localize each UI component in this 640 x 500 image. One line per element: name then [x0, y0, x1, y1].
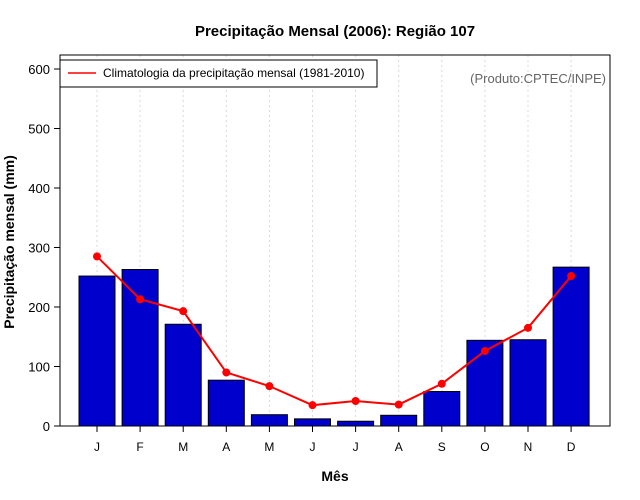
- y-tick-label: 500: [28, 122, 50, 137]
- climatology-line-group: [93, 252, 576, 410]
- x-axis-label: Mês: [321, 468, 348, 484]
- climatology-point: [394, 400, 403, 409]
- x-tick-label: D: [567, 440, 576, 454]
- x-tick-label: F: [136, 440, 143, 454]
- x-tick-label: S: [438, 440, 446, 454]
- precip-bar: [380, 414, 418, 427]
- precip-bar: [250, 414, 288, 427]
- y-tick-label: 400: [28, 181, 50, 196]
- y-tick-label: 200: [28, 300, 50, 315]
- legend-entry: Climatologia da precipitação mensal (198…: [103, 66, 364, 80]
- climatology-point: [179, 307, 188, 316]
- precip-bar: [294, 418, 331, 427]
- climatology-point: [136, 295, 145, 304]
- x-tick-label: J: [353, 440, 359, 454]
- climatology-point: [480, 347, 489, 356]
- plot-frame: [59, 54, 611, 427]
- x-tick-label: O: [480, 440, 489, 454]
- grid-lines: [96, 55, 572, 426]
- x-tick-label: N: [524, 440, 533, 454]
- x-tick-label: J: [94, 440, 100, 454]
- climatology-point: [567, 272, 576, 281]
- y-tick-label: 600: [28, 62, 50, 77]
- x-tick-label: A: [395, 440, 403, 454]
- precip-bar: [78, 275, 116, 427]
- climatology-point: [351, 397, 360, 406]
- x-tick-label: M: [178, 440, 188, 454]
- y-tick-label: 100: [28, 360, 50, 375]
- precip-bar: [121, 269, 159, 427]
- y-axis-label: Precipitação mensal (mm): [1, 155, 17, 329]
- precip-bar: [164, 323, 202, 427]
- x-tick-label: A: [222, 440, 230, 454]
- chart-title: Precipitação Mensal (2006): Região 107: [195, 23, 475, 40]
- y-tick-label: 300: [28, 241, 50, 256]
- climatology-point: [265, 382, 274, 391]
- legend-box: [59, 59, 378, 88]
- precip-bar: [207, 379, 245, 427]
- x-tick-label: J: [310, 440, 316, 454]
- climatology-point: [93, 252, 101, 261]
- precip-bar: [337, 420, 375, 427]
- precip-bar: [552, 266, 590, 427]
- climatology-point: [437, 379, 446, 388]
- x-tick-label: M: [264, 440, 274, 454]
- y-axis: 0 100 200 300 400 500 600: [28, 62, 60, 434]
- legend: Climatologia da precipitação mensal (198…: [59, 59, 378, 88]
- climatology-point: [222, 368, 231, 377]
- climatology-point: [524, 323, 532, 332]
- precip-bar: [423, 390, 461, 427]
- credit-annotation: (Produto:CPTEC/INPE): [470, 71, 606, 86]
- climatology-point: [308, 401, 317, 410]
- climatology-line: [96, 255, 572, 407]
- y-tick-label: 0: [43, 419, 50, 434]
- precip-bar: [509, 339, 547, 427]
